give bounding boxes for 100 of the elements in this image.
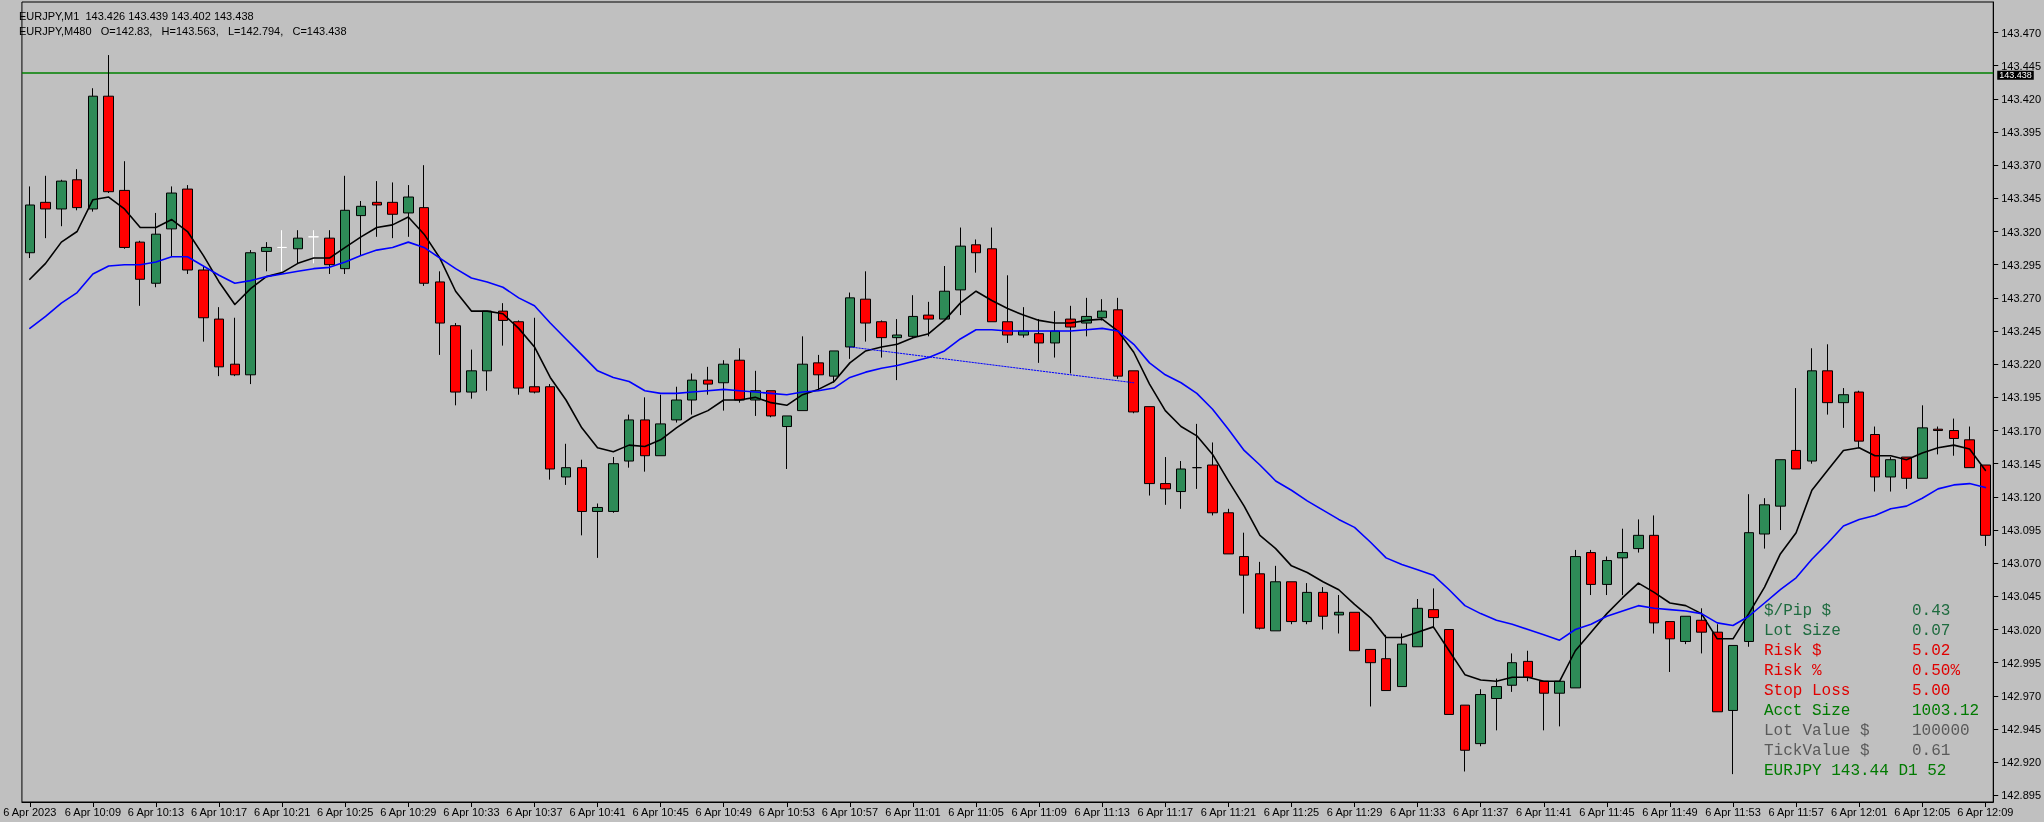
candlestick — [1144, 406, 1155, 497]
x-tick-label: 6 Apr 11:13 — [1074, 805, 1130, 818]
candlestick — [845, 292, 855, 360]
candlestick — [198, 265, 209, 343]
annotation: TickValue $ — [1764, 742, 1870, 760]
candlestick — [1412, 598, 1423, 648]
candlestick — [1964, 426, 1975, 469]
y-tick-label: 143.395 — [2001, 126, 2041, 139]
candlestick — [1050, 310, 1060, 359]
candlestick — [1744, 493, 1754, 648]
y-tick-label: 142.970 — [2001, 689, 2041, 702]
candlestick — [1223, 508, 1234, 555]
candlestick — [892, 318, 902, 381]
annotation: 0.07 — [1912, 622, 1951, 640]
candlestick — [356, 200, 366, 256]
y-tick-label: 143.270 — [2001, 291, 2041, 304]
candlestick — [1428, 587, 1439, 629]
candlestick — [466, 349, 477, 400]
candlestick — [1097, 298, 1107, 321]
annotation: 100000 — [1912, 722, 1970, 740]
candlestick — [1460, 704, 1470, 772]
candlestick — [1696, 607, 1707, 654]
annotation: 5.02 — [1912, 642, 1951, 660]
x-tick-label: 6 Apr 10:49 — [695, 805, 752, 818]
x-tick-label: 6 Apr 10:53 — [758, 805, 815, 818]
candlestick — [561, 443, 571, 486]
x-tick-label: 6 Apr 11:49 — [1642, 805, 1698, 818]
y-tick-label: 142.920 — [2001, 756, 2041, 769]
candlestick — [1002, 274, 1013, 344]
candlestick — [1192, 423, 1202, 490]
x-tick-label: 6 Apr 2023 — [3, 805, 57, 818]
y-tick-label: 142.995 — [2001, 656, 2041, 669]
candlestick — [1176, 460, 1186, 510]
candlestick — [56, 179, 67, 227]
line-series — [29, 241, 1987, 641]
candlestick — [1665, 621, 1675, 673]
candlestick — [908, 294, 918, 339]
candlestick — [293, 229, 303, 264]
candlestick — [1885, 456, 1896, 493]
candlestick — [592, 502, 603, 559]
x-tick-label: 6 Apr 11:41 — [1516, 805, 1572, 818]
candlestick — [624, 414, 634, 469]
candlestick — [1870, 426, 1880, 493]
candlestick — [261, 241, 272, 272]
candlestick — [1633, 518, 1644, 554]
annotation: 0.43 — [1912, 602, 1951, 620]
candlestick — [829, 350, 839, 384]
annotation: Risk % — [1764, 662, 1823, 680]
annotation: 5.00 — [1912, 682, 1951, 700]
candlestick — [1680, 615, 1691, 645]
candlestick — [687, 372, 697, 416]
candlestick — [1113, 297, 1123, 380]
candlestick — [1586, 549, 1596, 596]
candlestick — [1775, 459, 1786, 531]
y-tick-label: 143.045 — [2001, 590, 2041, 603]
x-tick-label: 6 Apr 10:37 — [506, 805, 563, 818]
candlestick — [1901, 456, 1912, 490]
y-tick-label: 143.295 — [2001, 258, 2041, 271]
candlestick — [1949, 418, 1959, 457]
annotation: Acct Size — [1764, 702, 1851, 720]
y-tick-label: 143.070 — [2001, 557, 2041, 570]
candlestick — [1255, 561, 1265, 631]
x-tick-label: 6 Apr 10:29 — [380, 805, 437, 818]
candlestick — [655, 394, 666, 457]
x-tick-label: 6 Apr 11:21 — [1200, 805, 1257, 818]
annotation: 1003.12 — [1912, 702, 1980, 720]
x-tick-label: 6 Apr 10:25 — [317, 805, 374, 818]
candlestick — [1791, 387, 1801, 470]
x-tick-label: 6 Apr 11:33 — [1389, 805, 1446, 818]
y-tick-label: 142.895 — [2001, 789, 2041, 802]
candlestick — [1917, 404, 1928, 479]
x-tick-label: 6 Apr 11:17 — [1137, 805, 1194, 818]
x-tick-label: 6 Apr 11:37 — [1452, 805, 1509, 818]
candlestick — [1617, 528, 1628, 596]
y-tick-label: 142.945 — [2001, 723, 2041, 736]
x-tick-label: 6 Apr 11:09 — [1011, 805, 1067, 818]
candlestick — [151, 212, 161, 288]
x-tick-label: 6 Apr 10:17 — [190, 805, 248, 818]
x-tick-label: 6 Apr 11:57 — [1768, 805, 1824, 818]
candlestick — [971, 238, 981, 274]
ref-line-label: 143.438 — [1999, 70, 2032, 81]
x-tick-label: 6 Apr 11:45 — [1579, 805, 1635, 818]
candlestick — [214, 306, 224, 377]
candlestick — [324, 229, 335, 275]
y-tick-label: 143.345 — [2001, 192, 2041, 205]
candlestick — [529, 317, 540, 394]
candlestick — [577, 459, 587, 536]
y-tick-label: 143.095 — [2001, 524, 2041, 537]
candlestick — [1034, 318, 1044, 364]
x-tick-label: 6 Apr 10:13 — [127, 805, 185, 818]
annotation: Lot Size — [1764, 622, 1841, 640]
candlestick — [1807, 347, 1817, 465]
annotation: Lot Value $ — [1764, 722, 1870, 740]
x-tick-label: 6 Apr 12:05 — [1894, 805, 1951, 818]
x-tick-label: 6 Apr 10:45 — [632, 805, 689, 818]
candlestick — [135, 240, 145, 307]
candlestick — [1728, 644, 1738, 775]
candlestick — [1128, 370, 1139, 414]
candlestick — [1933, 426, 1943, 455]
candlestick — [72, 168, 82, 211]
